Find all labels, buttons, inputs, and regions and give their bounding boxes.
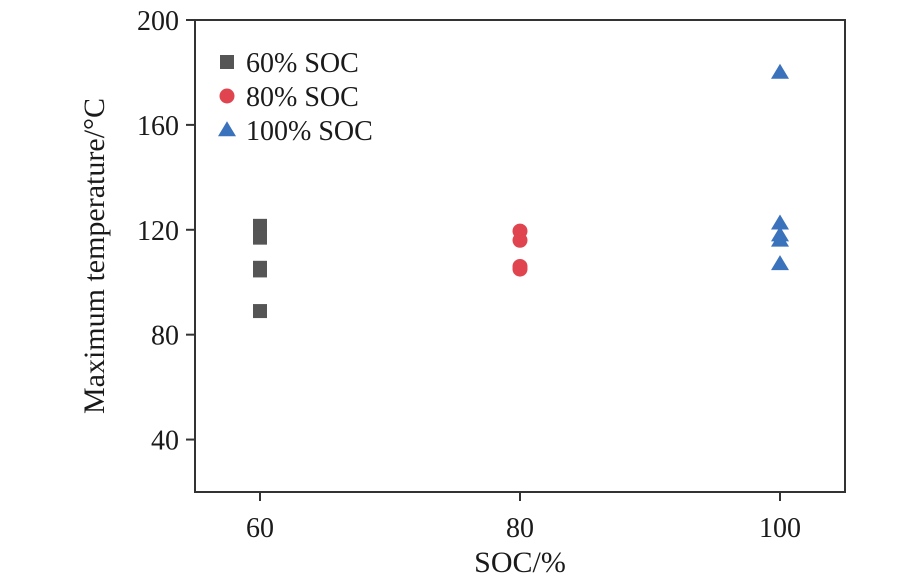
square-point	[253, 263, 267, 278]
y-axis-title: Maximum temperature/°C	[78, 98, 111, 414]
circle-point	[512, 232, 528, 248]
square-point	[253, 230, 267, 245]
x-axis-title: SOC/%	[474, 546, 566, 579]
triangle-point	[771, 214, 789, 230]
triangle-point	[771, 231, 789, 247]
x-axis-ticks: 60 80 100	[246, 492, 801, 544]
legend-label: 100% SOC	[246, 116, 373, 147]
x-tick-label: 100	[759, 513, 801, 544]
y-tick-label: 80	[151, 321, 179, 352]
triangle-point	[771, 255, 789, 271]
y-tick-label: 120	[137, 216, 179, 247]
legend-marker-square	[220, 55, 234, 69]
legend-label: 80% SOC	[246, 82, 359, 113]
legend-marker-triangle	[218, 121, 236, 137]
square-point	[253, 218, 267, 233]
legend-marker-circle	[219, 88, 235, 104]
data-points	[253, 63, 789, 319]
y-axis-ticks: 40 80 120 160 200	[137, 6, 195, 457]
legend-label: 60% SOC	[246, 48, 359, 79]
x-tick-label: 60	[246, 513, 274, 544]
triangle-point	[771, 63, 789, 79]
y-tick-label: 200	[137, 6, 179, 37]
square-point	[253, 304, 267, 319]
y-tick-label: 160	[137, 111, 179, 142]
x-tick-label: 80	[506, 513, 534, 544]
y-tick-label: 40	[151, 426, 179, 457]
circle-point	[512, 261, 528, 277]
